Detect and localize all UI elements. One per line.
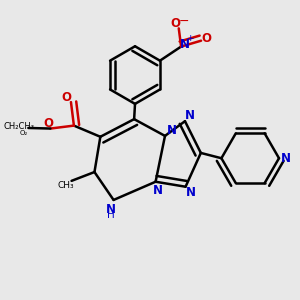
Text: N: N (186, 186, 196, 199)
Text: N: N (153, 184, 163, 197)
Text: −: − (178, 15, 189, 28)
Text: N: N (180, 38, 190, 51)
Text: O: O (43, 117, 53, 130)
Text: CH₂CH₃: CH₂CH₃ (3, 122, 34, 131)
Text: O: O (171, 17, 181, 30)
Text: O: O (61, 92, 72, 104)
Text: O: O (201, 32, 212, 45)
Text: N: N (106, 203, 116, 216)
Text: CH₃: CH₃ (58, 181, 75, 190)
Text: N: N (280, 152, 290, 165)
Text: N: N (185, 110, 195, 122)
Text: N: N (167, 124, 177, 136)
Text: +: + (186, 34, 194, 43)
Text: H: H (107, 210, 115, 220)
Text: O₂: O₂ (20, 130, 28, 136)
